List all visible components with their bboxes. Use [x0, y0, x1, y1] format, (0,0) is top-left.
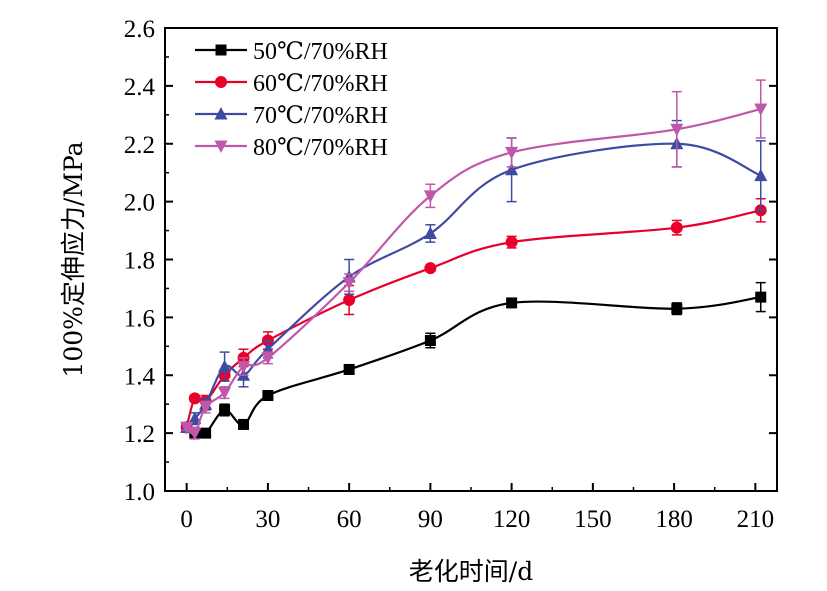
- legend-item: 80℃/70%RH: [195, 135, 388, 161]
- data-point: [755, 291, 767, 303]
- data-point: [199, 401, 213, 415]
- data-point: [342, 277, 356, 290]
- data-point: [218, 387, 232, 400]
- legend: 50℃/70%RH 60℃/70%RH 70℃/70%RH 80℃/70%RH: [195, 39, 388, 161]
- x-tick-label: 210: [737, 506, 775, 533]
- legend-label: 50℃/70%RH: [253, 39, 388, 65]
- data-point: [754, 168, 768, 182]
- legend-item: 60℃/70%RH: [195, 71, 388, 97]
- data-point: [180, 421, 194, 435]
- legend-marker: [214, 107, 228, 120]
- y-tick-label: 2.0: [124, 190, 155, 217]
- y-tick-label: 2.2: [124, 132, 155, 159]
- data-point: [237, 361, 251, 374]
- legend-label: 60℃/70%RH: [253, 71, 388, 97]
- plot-frame: [164, 27, 778, 492]
- x-tick-label: 30: [255, 506, 280, 533]
- legend-marker: [214, 140, 228, 153]
- data-point: [423, 226, 437, 239]
- legend-item: 70℃/70%RH: [195, 103, 388, 129]
- y-tick-label: 1.6: [124, 305, 155, 332]
- legend-marker: [215, 76, 227, 88]
- data-point: [219, 404, 231, 416]
- data-point: [670, 123, 684, 137]
- series-layer: [180, 79, 768, 441]
- data-point: [200, 427, 212, 439]
- data-point: [424, 335, 436, 347]
- y-tick-label: 1.8: [124, 248, 155, 275]
- y-tick-label: 1.4: [124, 363, 156, 390]
- data-point: [505, 236, 518, 249]
- y-tick-label: 1.2: [124, 421, 155, 448]
- data-point: [188, 427, 202, 441]
- data-point: [343, 294, 356, 307]
- data-point: [262, 390, 274, 402]
- data-point: [505, 146, 519, 160]
- x-tick-label: 90: [418, 506, 443, 533]
- y-axis-title: 100%定伸应力/MPa: [59, 141, 88, 377]
- legend-label: 70℃/70%RH: [253, 103, 388, 129]
- data-point: [261, 352, 275, 365]
- y-tick-label: 1.0: [124, 479, 155, 506]
- y-tick-label: 2.6: [124, 16, 155, 43]
- y-tick-label: 2.4: [124, 74, 156, 101]
- x-tick-label: 180: [655, 506, 693, 533]
- legend-label: 80℃/70%RH: [253, 135, 388, 161]
- legend-marker: [215, 44, 227, 56]
- x-tick-label: 150: [574, 506, 612, 533]
- legend-item: 50℃/70%RH: [195, 39, 388, 65]
- x-tick-label: 60: [337, 506, 362, 533]
- x-tick-label: 120: [493, 506, 531, 533]
- data-point: [188, 392, 201, 405]
- data-point: [670, 221, 683, 234]
- data-point: [188, 411, 202, 425]
- data-point: [238, 418, 250, 430]
- series-4: [180, 79, 768, 441]
- data-point: [218, 359, 232, 373]
- data-point: [506, 297, 518, 309]
- axes: 0 30 60 90 120 150 180 210 1.0 1.2 1.4 1.6 1.8 2.0 2.2…: [124, 16, 778, 533]
- series-line: [185, 296, 761, 437]
- data-point: [423, 190, 437, 203]
- data-point: [505, 162, 519, 176]
- x-axis-title: 老化时间/d: [409, 557, 533, 586]
- data-point: [424, 262, 437, 275]
- x-tick-label: 0: [180, 506, 193, 533]
- series-line: [185, 142, 762, 429]
- data-point: [671, 303, 683, 315]
- data-point: [754, 103, 768, 117]
- data-point: [343, 363, 355, 375]
